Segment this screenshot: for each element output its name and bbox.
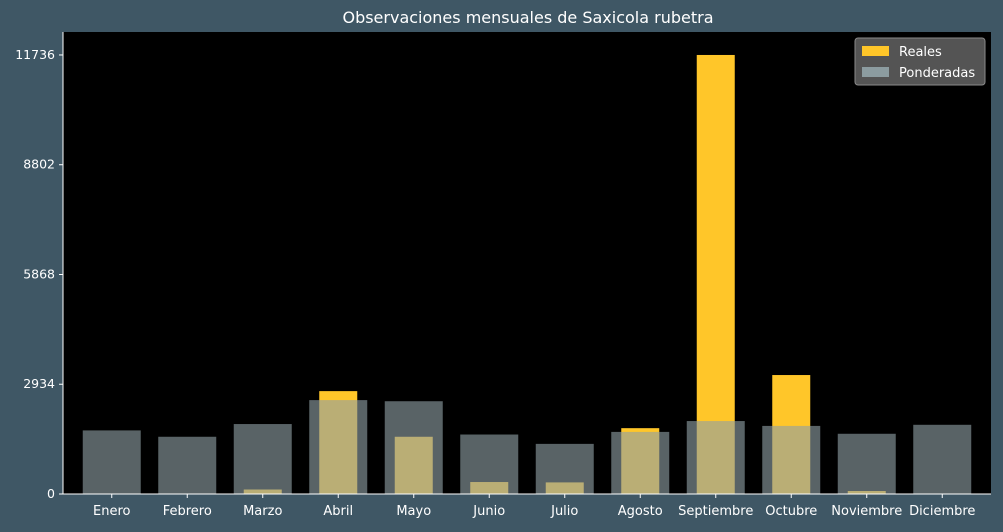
legend-label-ponderadas: Ponderadas — [899, 66, 975, 81]
bar-ponderadas-julio — [535, 443, 594, 494]
x-tick-label: Julio — [550, 504, 578, 519]
y-tick-label: 11736 — [15, 47, 55, 62]
legend-swatch-reales — [862, 46, 889, 56]
x-tick-label: Agosto — [618, 504, 663, 519]
y-tick-label: 0 — [47, 486, 55, 501]
y-tick-label: 8802 — [23, 157, 55, 172]
x-tick-label: Junio — [472, 504, 505, 519]
bar-ponderadas-febrero — [158, 436, 217, 494]
bar-reales-septiembre — [696, 54, 735, 495]
bar-ponderadas-diciembre — [913, 424, 972, 494]
x-tick-label: Enero — [93, 504, 131, 519]
legend[interactable]: Reales Ponderadas — [854, 37, 986, 86]
x-axis: Enero Febrero Marzo Abril Mayo Junio Julio Agos… — [63, 493, 991, 519]
x-tick-label: Septiembre — [678, 504, 753, 519]
bar-ponderadas-mayo — [384, 401, 443, 494]
x-tick-label: Abril — [323, 504, 353, 519]
x-tick-label: Febrero — [163, 504, 212, 519]
bar-ponderadas-junio — [460, 434, 519, 494]
x-tick-label: Marzo — [243, 504, 282, 519]
plot-area — [63, 32, 991, 494]
legend-swatch-ponderadas — [862, 67, 889, 77]
bar-ponderadas-abril — [309, 400, 368, 494]
y-axis: 0 2934 5868 8802 11736 — [15, 32, 64, 501]
legend-label-reales: Reales — [899, 45, 942, 60]
chart-title: Observaciones mensuales de Saxicola rube… — [342, 8, 713, 27]
x-tick-label: Noviembre — [831, 504, 902, 519]
bar-ponderadas-septiembre — [686, 421, 745, 494]
bar-ponderadas-noviembre — [837, 433, 896, 494]
bars-layer — [82, 54, 972, 495]
x-tick-label: Diciembre — [909, 504, 975, 519]
bar-ponderadas-octubre — [762, 425, 821, 494]
y-tick-label: 2934 — [23, 376, 55, 391]
bar-ponderadas-agosto — [611, 431, 670, 494]
y-tick-label: 5868 — [23, 266, 55, 281]
x-tick-label: Mayo — [396, 504, 431, 519]
bar-ponderadas-enero — [82, 430, 141, 494]
x-tick-label: Octubre — [765, 504, 817, 519]
bar-ponderadas-marzo — [233, 424, 292, 494]
